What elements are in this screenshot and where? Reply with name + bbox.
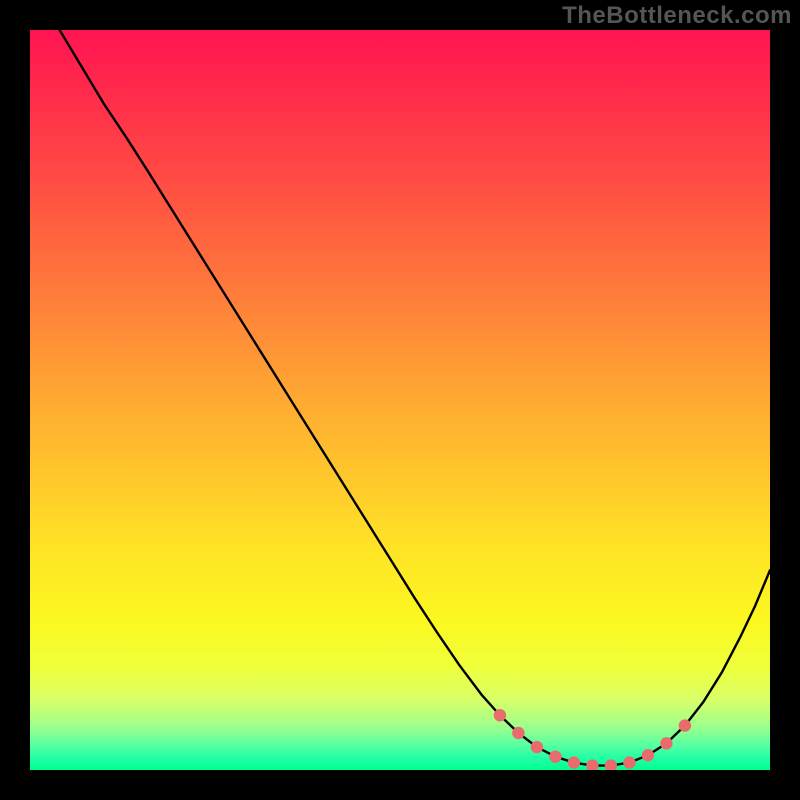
curve-marker: [531, 741, 543, 753]
curve-marker: [549, 750, 561, 762]
curve-marker: [494, 709, 506, 721]
curve-marker: [679, 719, 691, 731]
curve-marker: [660, 737, 672, 749]
watermark-text: TheBottleneck.com: [562, 2, 792, 30]
chart-svg: [30, 30, 770, 770]
plot-area: [30, 30, 770, 770]
chart-wrapper: TheBottleneck.com: [0, 0, 800, 800]
gradient-background: [30, 30, 770, 770]
curve-marker: [568, 756, 580, 768]
curve-marker: [642, 749, 654, 761]
curve-marker: [623, 756, 635, 768]
curve-marker: [512, 727, 524, 739]
